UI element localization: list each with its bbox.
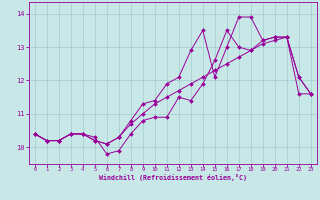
- X-axis label: Windchill (Refroidissement éolien,°C): Windchill (Refroidissement éolien,°C): [99, 174, 247, 181]
